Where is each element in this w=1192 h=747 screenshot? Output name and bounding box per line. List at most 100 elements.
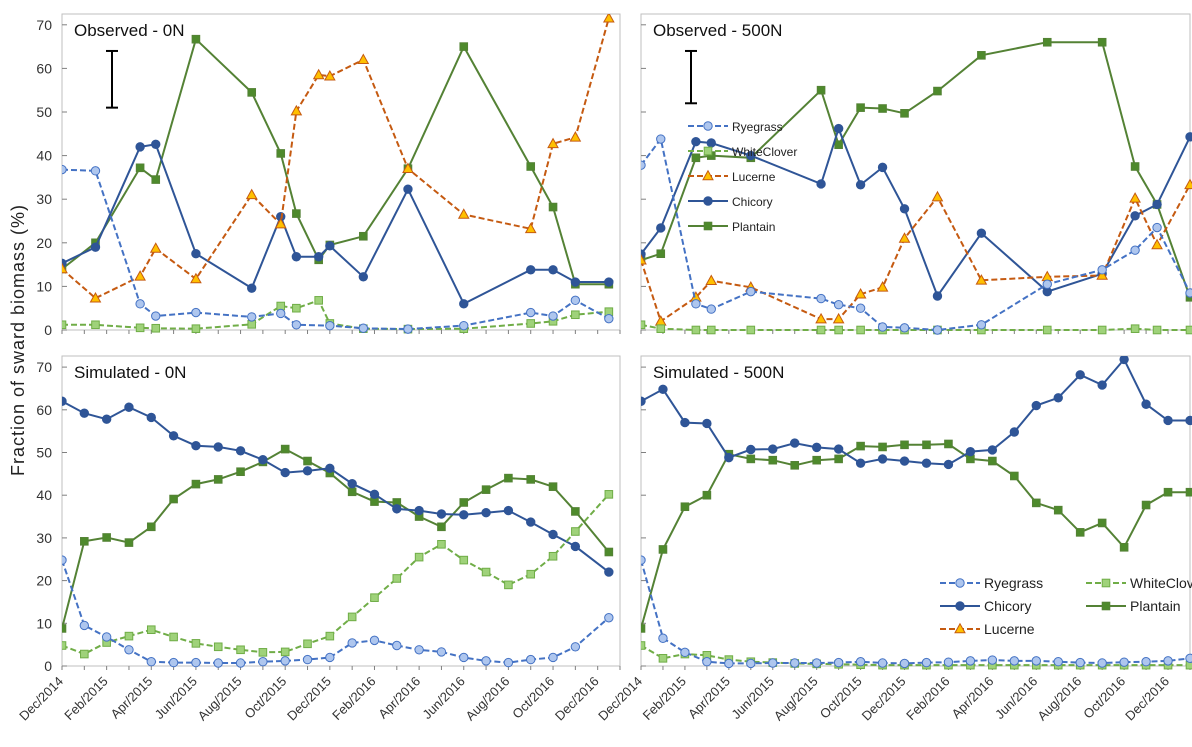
point-plantain [1031,498,1041,508]
point-chicory [325,241,335,251]
point-whiteclover [834,325,843,335]
point-whiteclover [481,567,491,577]
point-lucerne [931,190,944,202]
point-plantain [548,202,558,212]
point-ryegrass [1152,222,1162,233]
point-ryegrass [746,286,756,297]
point-ryegrass [816,293,826,304]
point-ryegrass [213,658,223,668]
point-plantain [933,86,942,96]
point-plantain [834,140,843,149]
point-whiteclover [91,320,100,330]
x-tick-label: Dec/2016 [1122,674,1172,724]
plot-frame [61,355,621,667]
panel-simulated-500n: Dec/2014Feb/2015Apr/2015Jun/2015Aug/2015… [595,355,1192,723]
point-plantain [124,538,134,547]
legend-marker [955,601,965,611]
point-chicory [1141,399,1151,409]
point-ryegrass [168,657,179,668]
point-plantain [977,51,986,60]
point-whiteclover [80,649,89,659]
point-plantain [135,163,145,173]
y-tick-label: 40 [36,148,52,164]
point-plantain [856,441,865,451]
series-line-chicory [62,400,610,573]
point-ryegrass [641,555,646,565]
point-lucerne [190,272,202,284]
point-ryegrass [768,658,778,668]
series-chicory [62,139,614,309]
legend-label-whiteclover: WhiteClover [732,145,797,159]
point-lucerne [1151,238,1163,250]
point-ryegrass [302,654,313,665]
point-plantain [292,209,301,218]
point-chicory [526,517,536,527]
point-chicory [855,458,866,468]
x-tick-label: Apr/2016 [949,674,997,722]
point-ryegrass [877,658,888,668]
point-chicory [392,504,402,514]
point-whiteclover [146,625,156,635]
point-chicory [604,567,614,577]
point-plantain [191,34,201,44]
point-whiteclover [504,580,513,590]
point-ryegrass [987,655,998,665]
point-chicory [1009,427,1020,437]
point-ryegrass [570,642,581,652]
point-ryegrass [1075,657,1085,668]
point-ryegrass [921,657,932,668]
point-chicory [702,418,712,429]
point-ryegrass [235,658,246,668]
point-ryegrass [641,160,646,170]
legend-marker [1101,601,1111,611]
point-chicory [899,204,910,214]
series-whiteclover [62,490,614,659]
point-ryegrass [62,164,67,175]
series-line-ryegrass [641,136,1191,332]
point-chicory [1185,132,1192,142]
point-plantain [571,507,580,516]
point-ryegrass [146,657,156,667]
point-chicory [62,396,67,406]
point-plantain [247,88,257,97]
point-plantain [656,249,666,258]
series-line-plantain [62,37,609,286]
y-tick-label: 20 [36,235,52,251]
legend-marker [703,196,713,206]
point-chicory [168,431,179,441]
point-plantain [481,485,491,494]
point-whiteclover [1042,325,1052,335]
point-plantain [746,454,756,464]
point-plantain [548,482,558,491]
point-ryegrass [855,657,866,667]
point-ryegrass [656,134,666,144]
point-chicory [746,150,756,161]
point-whiteclover [1185,325,1192,335]
point-whiteclover [392,574,402,583]
point-lucerne [457,208,470,219]
point-whiteclover [526,319,536,328]
point-chicory [1130,211,1140,221]
point-ryegrass [392,640,402,651]
point-chicory [1075,370,1085,380]
point-chicory [280,467,290,478]
point-lucerne [312,68,325,80]
point-ryegrass [1185,653,1192,664]
legend-marker [955,578,965,588]
series-lucerne [62,14,615,303]
y-tick-label: 30 [36,530,52,546]
point-plantain [80,537,89,546]
point-ryegrass [1185,288,1192,298]
legend-label-lucerne: Lucerne [984,621,1035,637]
point-ryegrass [976,320,987,330]
series-line-ryegrass [641,559,1191,665]
panel-title: Simulated - 0N [74,363,186,382]
point-chicory [965,446,976,457]
x-tick-label: Jun/2016 [992,674,1040,722]
point-plantain [459,498,469,507]
series-line-whiteclover [641,323,1190,331]
point-ryegrass [325,320,335,331]
panel-title: Simulated - 500N [653,363,784,382]
point-plantain [169,494,178,504]
point-chicory [101,414,112,424]
